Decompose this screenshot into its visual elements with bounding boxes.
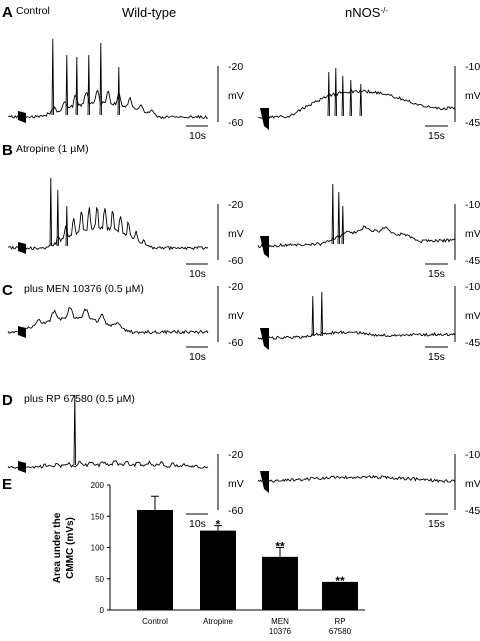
voltage-bottom-label: -60	[228, 505, 243, 517]
y-tick-label: 200	[91, 481, 105, 490]
voltage-top-label: -20	[228, 281, 243, 293]
voltage-bottom-label: -45	[465, 255, 480, 267]
voltage-unit-label: mV	[228, 310, 244, 322]
time-scale-label: 10s	[189, 268, 206, 280]
voltage-bottom-label: -45	[465, 505, 480, 517]
time-scale-label: 10s	[189, 351, 206, 363]
panel-letter-c: C	[2, 282, 13, 299]
significance-marker: **	[275, 540, 285, 554]
voltage-top-label: -10	[465, 281, 480, 293]
y-axis-label: Area under the CMMC (mVs)	[52, 512, 76, 583]
panel-b: B Atropine (1 µM) -20 mV -60 -10 mV -45 10s 15s	[2, 142, 480, 280]
voltage-top-label: -20	[228, 199, 243, 211]
voltage-top-label: -10	[465, 199, 480, 211]
condition-label: Control	[16, 5, 50, 17]
y-tick-label: 50	[95, 575, 104, 584]
x-tick-label: RP 67580	[329, 617, 352, 636]
bar	[137, 510, 173, 610]
time-scale-label: 10s	[189, 518, 206, 530]
stimulus-artifact	[260, 328, 269, 350]
voltage-bottom-label: -45	[465, 117, 480, 129]
voltage-unit-label: mV	[228, 90, 244, 102]
significance-marker: **	[335, 574, 345, 588]
voltage-top-label: -10	[465, 449, 480, 461]
condition-label: Atropine (1 µM)	[16, 143, 89, 155]
voltage-top-label: -20	[228, 449, 243, 461]
voltage-bottom-label: -60	[228, 117, 243, 129]
genotype-label-wild-type: Wild-type	[122, 5, 176, 20]
bar	[200, 530, 236, 610]
x-tick-label: Control	[142, 617, 168, 626]
time-scale-label: 15s	[428, 351, 445, 363]
panel-a: A Control -20 mV -60 -10 mV -45 10s 15s	[2, 4, 480, 142]
bar	[322, 581, 358, 610]
nnos-trace	[257, 291, 456, 340]
panel-letter-a: A	[2, 4, 13, 21]
wild-type-trace	[7, 38, 209, 120]
panel-letter-b: B	[2, 142, 13, 159]
x-tick-label: Atropine	[203, 617, 233, 626]
voltage-top-label: -10	[465, 61, 480, 73]
wild-type-trace	[7, 394, 209, 470]
voltage-unit-label: mV	[465, 90, 480, 102]
time-scale-label: 10s	[189, 130, 206, 142]
time-scale-label: 15s	[428, 130, 445, 142]
stimulus-artifact	[18, 111, 26, 123]
nnos-trace	[257, 474, 456, 483]
voltage-unit-label: mV	[465, 310, 480, 322]
stimulus-artifact	[260, 236, 269, 258]
voltage-unit-label: mV	[465, 478, 480, 490]
stimulus-artifact	[18, 326, 26, 338]
bar-chart: 0 50 100 150 200 Area under the CMMC (mVs) Cont…	[52, 481, 365, 636]
voltage-bottom-label: -60	[228, 337, 243, 349]
voltage-top-label: -20	[228, 61, 243, 73]
wild-type-trace	[7, 306, 209, 335]
time-scale-label: 15s	[428, 518, 445, 530]
nnos-trace	[257, 67, 456, 120]
stimulus-artifact	[260, 471, 269, 493]
y-tick-label: 100	[91, 544, 105, 553]
bar	[262, 556, 298, 610]
voltage-bottom-label: -60	[228, 255, 243, 267]
voltage-bottom-label: -45	[465, 337, 480, 349]
panel-letter-e: E	[2, 476, 12, 493]
significance-marker: *	[216, 518, 221, 532]
voltage-unit-label: mV	[465, 228, 480, 240]
panel-letter-d: D	[2, 392, 13, 409]
time-scale-label: 15s	[428, 268, 445, 280]
nnos-trace	[257, 183, 456, 249]
condition-label: plus RP 67580 (0.5 µM)	[24, 393, 135, 405]
voltage-unit-label: mV	[228, 228, 244, 240]
voltage-unit-label: mV	[228, 478, 244, 490]
stimulus-artifact	[18, 461, 26, 473]
stimulus-artifact	[18, 242, 26, 254]
condition-label: plus MEN 10376 (0.5 µM)	[24, 283, 144, 295]
y-tick-label: 0	[100, 606, 105, 615]
wild-type-trace	[7, 177, 209, 251]
stimulus-artifact	[260, 108, 269, 130]
y-tick-label: 150	[91, 512, 105, 521]
genotype-label-nnos: nNOS-/-	[345, 5, 388, 20]
x-tick-label: MEN 10376	[269, 617, 292, 636]
